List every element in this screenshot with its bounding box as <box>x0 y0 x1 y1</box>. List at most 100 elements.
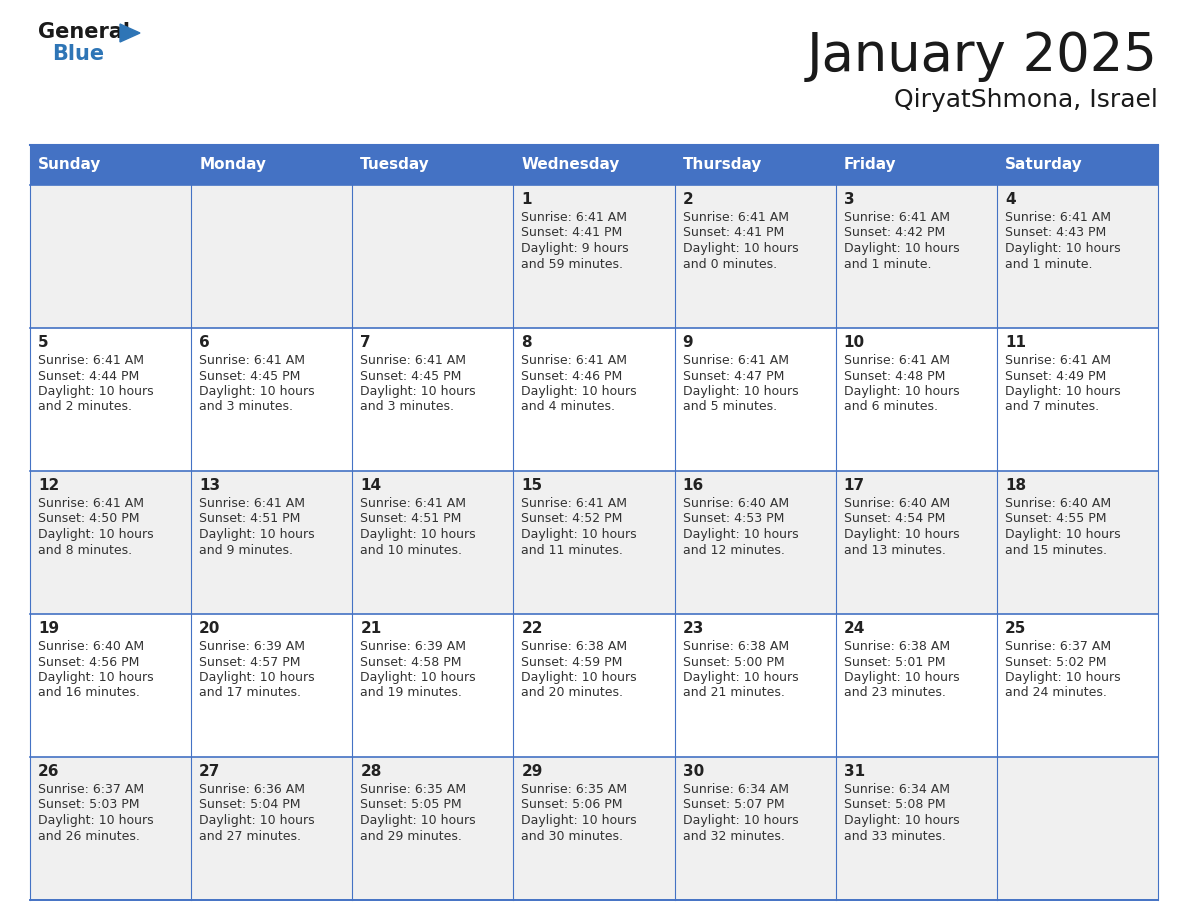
Text: Daylight: 10 hours: Daylight: 10 hours <box>1005 385 1120 398</box>
Text: Sunset: 4:42 PM: Sunset: 4:42 PM <box>843 227 944 240</box>
Text: Daylight: 10 hours: Daylight: 10 hours <box>360 814 476 827</box>
Text: Sunset: 4:43 PM: Sunset: 4:43 PM <box>1005 227 1106 240</box>
Text: Daylight: 10 hours: Daylight: 10 hours <box>522 528 637 541</box>
Text: 22: 22 <box>522 621 543 636</box>
Text: Sunrise: 6:38 AM: Sunrise: 6:38 AM <box>522 640 627 653</box>
Bar <box>835 757 997 900</box>
Text: Sunrise: 6:41 AM: Sunrise: 6:41 AM <box>360 354 466 367</box>
Text: January 2025: January 2025 <box>807 30 1158 82</box>
Text: Sunrise: 6:41 AM: Sunrise: 6:41 AM <box>843 354 949 367</box>
Text: Sunset: 5:01 PM: Sunset: 5:01 PM <box>843 655 946 668</box>
Text: Sunset: 4:45 PM: Sunset: 4:45 PM <box>360 370 462 383</box>
Text: Daylight: 10 hours: Daylight: 10 hours <box>1005 528 1120 541</box>
Text: Daylight: 10 hours: Daylight: 10 hours <box>38 528 153 541</box>
Bar <box>513 185 675 328</box>
Text: Sunrise: 6:41 AM: Sunrise: 6:41 AM <box>843 211 949 224</box>
Bar <box>675 185 835 328</box>
Text: Sunrise: 6:41 AM: Sunrise: 6:41 AM <box>522 211 627 224</box>
Text: and 17 minutes.: and 17 minutes. <box>200 687 301 700</box>
Text: 26: 26 <box>38 764 59 779</box>
Text: 17: 17 <box>843 478 865 493</box>
Bar <box>835 145 997 185</box>
Text: Daylight: 9 hours: Daylight: 9 hours <box>522 242 630 255</box>
Text: Tuesday: Tuesday <box>360 158 430 173</box>
Text: 5: 5 <box>38 335 49 350</box>
Text: Thursday: Thursday <box>683 158 762 173</box>
Text: and 16 minutes.: and 16 minutes. <box>38 687 140 700</box>
Bar <box>997 471 1158 614</box>
Text: and 19 minutes.: and 19 minutes. <box>360 687 462 700</box>
Text: Daylight: 10 hours: Daylight: 10 hours <box>522 814 637 827</box>
Text: and 30 minutes.: and 30 minutes. <box>522 830 624 843</box>
Text: Sunrise: 6:39 AM: Sunrise: 6:39 AM <box>360 640 466 653</box>
Text: 30: 30 <box>683 764 703 779</box>
Text: Daylight: 10 hours: Daylight: 10 hours <box>683 242 798 255</box>
Text: and 13 minutes.: and 13 minutes. <box>843 543 946 556</box>
Text: Sunrise: 6:35 AM: Sunrise: 6:35 AM <box>522 783 627 796</box>
Text: 19: 19 <box>38 621 59 636</box>
Text: and 24 minutes.: and 24 minutes. <box>1005 687 1107 700</box>
Bar <box>513 614 675 757</box>
Text: 21: 21 <box>360 621 381 636</box>
Text: Sunrise: 6:34 AM: Sunrise: 6:34 AM <box>843 783 949 796</box>
Text: and 7 minutes.: and 7 minutes. <box>1005 400 1099 413</box>
Text: Sunrise: 6:41 AM: Sunrise: 6:41 AM <box>200 497 305 510</box>
Text: Sunrise: 6:41 AM: Sunrise: 6:41 AM <box>522 497 627 510</box>
Bar <box>191 185 353 328</box>
Bar <box>191 471 353 614</box>
Text: Blue: Blue <box>52 44 105 64</box>
Bar <box>675 328 835 471</box>
Text: Daylight: 10 hours: Daylight: 10 hours <box>200 671 315 684</box>
Text: Sunrise: 6:41 AM: Sunrise: 6:41 AM <box>683 354 789 367</box>
Text: 23: 23 <box>683 621 704 636</box>
Text: Daylight: 10 hours: Daylight: 10 hours <box>1005 242 1120 255</box>
Text: Friday: Friday <box>843 158 896 173</box>
Text: Sunrise: 6:38 AM: Sunrise: 6:38 AM <box>683 640 789 653</box>
Bar <box>675 614 835 757</box>
Text: Sunrise: 6:35 AM: Sunrise: 6:35 AM <box>360 783 467 796</box>
Bar <box>30 471 191 614</box>
Text: Sunrise: 6:39 AM: Sunrise: 6:39 AM <box>200 640 305 653</box>
Text: Sunrise: 6:40 AM: Sunrise: 6:40 AM <box>1005 497 1111 510</box>
Text: 18: 18 <box>1005 478 1026 493</box>
Text: Daylight: 10 hours: Daylight: 10 hours <box>200 385 315 398</box>
Text: and 27 minutes.: and 27 minutes. <box>200 830 301 843</box>
Text: Sunday: Sunday <box>38 158 101 173</box>
Bar <box>835 328 997 471</box>
Bar <box>30 328 191 471</box>
Text: 3: 3 <box>843 192 854 207</box>
Text: Sunset: 5:02 PM: Sunset: 5:02 PM <box>1005 655 1106 668</box>
Text: Sunset: 5:06 PM: Sunset: 5:06 PM <box>522 799 623 812</box>
Text: Daylight: 10 hours: Daylight: 10 hours <box>38 385 153 398</box>
Text: Sunset: 4:44 PM: Sunset: 4:44 PM <box>38 370 139 383</box>
Text: Sunrise: 6:41 AM: Sunrise: 6:41 AM <box>38 354 144 367</box>
Text: and 6 minutes.: and 6 minutes. <box>843 400 937 413</box>
Text: and 2 minutes.: and 2 minutes. <box>38 400 132 413</box>
Text: and 12 minutes.: and 12 minutes. <box>683 543 784 556</box>
Text: and 1 minute.: and 1 minute. <box>843 258 931 271</box>
Text: and 1 minute.: and 1 minute. <box>1005 258 1092 271</box>
Bar <box>513 757 675 900</box>
Text: Sunset: 4:54 PM: Sunset: 4:54 PM <box>843 512 946 525</box>
Text: 16: 16 <box>683 478 703 493</box>
Bar <box>997 757 1158 900</box>
Bar <box>191 145 353 185</box>
Bar <box>353 328 513 471</box>
Text: Sunrise: 6:37 AM: Sunrise: 6:37 AM <box>1005 640 1111 653</box>
Text: Daylight: 10 hours: Daylight: 10 hours <box>683 671 798 684</box>
Text: and 11 minutes.: and 11 minutes. <box>522 543 624 556</box>
Text: Daylight: 10 hours: Daylight: 10 hours <box>843 242 960 255</box>
Text: Daylight: 10 hours: Daylight: 10 hours <box>843 671 960 684</box>
Text: Sunset: 5:00 PM: Sunset: 5:00 PM <box>683 655 784 668</box>
Text: 15: 15 <box>522 478 543 493</box>
Bar <box>30 757 191 900</box>
Bar <box>191 757 353 900</box>
Bar <box>835 185 997 328</box>
Text: and 9 minutes.: and 9 minutes. <box>200 543 293 556</box>
Text: Sunrise: 6:36 AM: Sunrise: 6:36 AM <box>200 783 305 796</box>
Polygon shape <box>120 24 140 42</box>
Text: Wednesday: Wednesday <box>522 158 620 173</box>
Text: Sunrise: 6:41 AM: Sunrise: 6:41 AM <box>1005 211 1111 224</box>
Bar <box>675 757 835 900</box>
Text: 29: 29 <box>522 764 543 779</box>
